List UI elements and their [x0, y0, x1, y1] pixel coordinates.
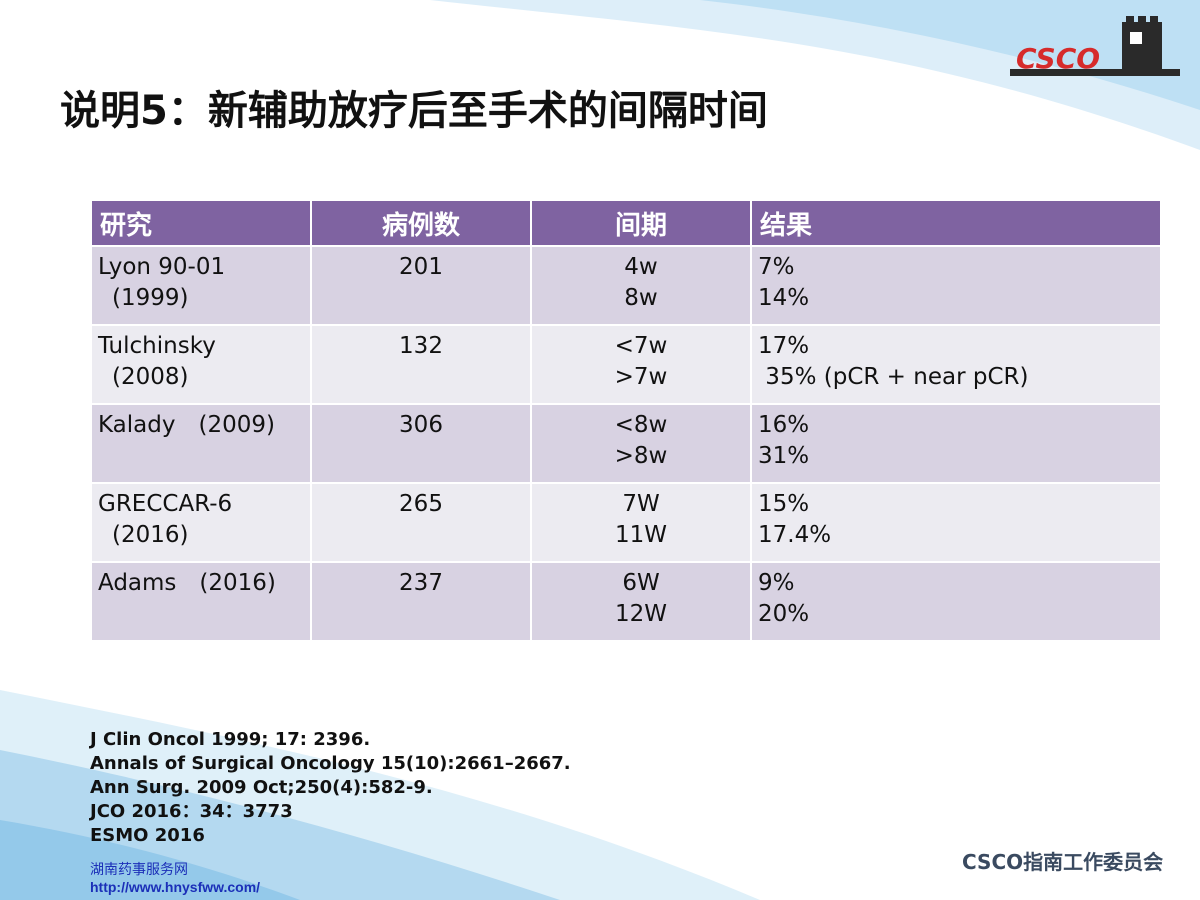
- cell-interval: <7w >7w: [530, 324, 752, 405]
- study-name: Adams (2016): [98, 570, 276, 596]
- page-title: 说明5：新辅助放疗后至手术的间隔时间: [60, 88, 768, 134]
- table-row: Lyon 90-01 (1999) 201 4w 8w 7% 14%: [90, 245, 1162, 326]
- interval-b: 8w: [624, 285, 658, 311]
- interval-a: <8w: [614, 412, 668, 438]
- result-b: 35% (pCR + near pCR): [758, 364, 1029, 390]
- interval-a: <7w: [614, 333, 668, 359]
- study-year: (1999): [112, 285, 189, 311]
- cell-result: 16% 31%: [750, 403, 1162, 484]
- cell-study: GRECCAR-6 (2016): [90, 482, 312, 563]
- reference-item: JCO 2016：34：3773: [90, 801, 293, 822]
- watermark-url[interactable]: http://www.hnysfww.com/: [90, 879, 261, 895]
- header-result: 结果: [750, 199, 1162, 247]
- result-a: 15%: [758, 491, 810, 517]
- interval-b: >8w: [614, 443, 668, 469]
- result-a: 9%: [758, 570, 795, 596]
- result-a: 17%: [758, 333, 810, 359]
- table-row: Adams (2016) 237 6W 12W 9% 20%: [90, 561, 1162, 642]
- result-a: 16%: [758, 412, 810, 438]
- study-name: GRECCAR-6: [98, 491, 233, 517]
- interval-a: 7W: [622, 491, 660, 517]
- interval-b: 12W: [614, 601, 667, 627]
- cell-cases: 306: [310, 403, 532, 484]
- cell-interval: 4w 8w: [530, 245, 752, 326]
- watermark-name: 湖南药事服务网: [90, 862, 188, 878]
- study-name: Lyon 90-01: [98, 254, 226, 280]
- study-year: (2008): [112, 364, 189, 390]
- cell-study: Kalady (2009): [90, 403, 312, 484]
- cell-interval: 7W 11W: [530, 482, 752, 563]
- cell-result: 17% 35% (pCR + near pCR): [750, 324, 1162, 405]
- result-b: 31%: [758, 443, 810, 469]
- study-name: Tulchinsky: [98, 333, 216, 359]
- result-b: 20%: [758, 601, 810, 627]
- reference-item: ESMO 2016: [90, 825, 205, 846]
- header-cases: 病例数: [310, 199, 532, 247]
- header-study: 研究: [90, 199, 312, 247]
- cell-result: 7% 14%: [750, 245, 1162, 326]
- interval-a: 4w: [624, 254, 658, 280]
- cell-cases: 237: [310, 561, 532, 642]
- cell-cases: 132: [310, 324, 532, 405]
- cell-cases: 265: [310, 482, 532, 563]
- csco-logo: [1010, 16, 1180, 76]
- cell-study: Tulchinsky (2008): [90, 324, 312, 405]
- cell-interval: <8w >8w: [530, 403, 752, 484]
- reference-item: J Clin Oncol 1999; 17: 2396.: [90, 729, 371, 750]
- table-row: Kalady (2009) 306 <8w >8w 16% 31%: [90, 403, 1162, 484]
- reference-item: Annals of Surgical Oncology 15(10):2661–…: [90, 753, 571, 774]
- footer-org: CSCO指南工作委员会: [962, 850, 1164, 874]
- interval-b: 11W: [614, 522, 667, 548]
- header-interval: 间期: [530, 199, 752, 247]
- study-year: (2016): [112, 522, 189, 548]
- watermark: 湖南药事服务网 http://www.hnysfww.com/: [90, 862, 260, 896]
- table-row: GRECCAR-6 (2016) 265 7W 11W 15% 17.4%: [90, 482, 1162, 563]
- result-a: 7%: [758, 254, 795, 280]
- cell-study: Adams (2016): [90, 561, 312, 642]
- interval-a: 6W: [622, 570, 660, 596]
- result-b: 14%: [758, 285, 810, 311]
- interval-b: >7w: [614, 364, 668, 390]
- cell-cases: 201: [310, 245, 532, 326]
- cell-result: 15% 17.4%: [750, 482, 1162, 563]
- cell-study: Lyon 90-01 (1999): [90, 245, 312, 326]
- study-name: Kalady (2009): [98, 412, 275, 438]
- cell-result: 9% 20%: [750, 561, 1162, 642]
- reference-item: Ann Surg. 2009 Oct;250(4):582-9.: [90, 777, 433, 798]
- references: J Clin Oncol 1999; 17: 2396. Annals of S…: [90, 728, 571, 848]
- csco-logo-text: CSCO: [1016, 42, 1101, 75]
- table-row: Tulchinsky (2008) 132 <7w >7w 17% 35% (pCR…: [90, 324, 1162, 405]
- cell-interval: 6W 12W: [530, 561, 752, 642]
- result-b: 17.4%: [758, 522, 832, 548]
- table-header-row: 研究 病例数 间期 结果: [90, 199, 1162, 247]
- study-table: 研究 病例数 间期 结果 Lyon 90-01 (1999) 201 4w 8w 7…: [90, 199, 1162, 642]
